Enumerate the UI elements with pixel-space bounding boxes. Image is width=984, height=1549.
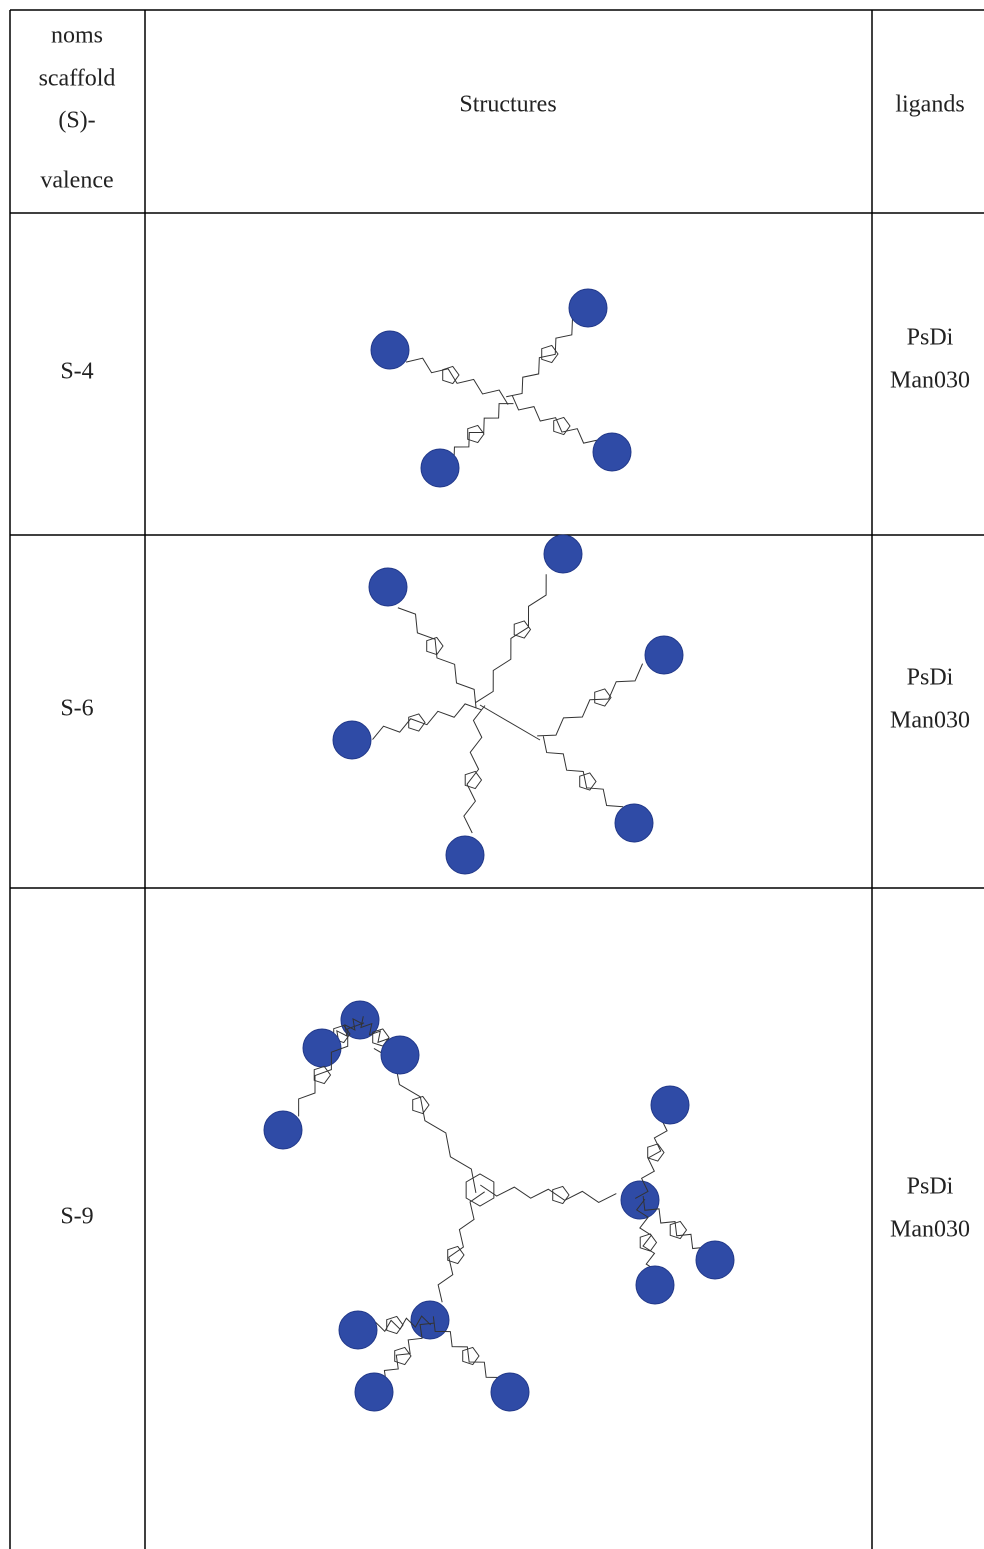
ligand-ball	[614, 803, 654, 843]
bond	[453, 403, 514, 462]
ligand-name: PsDi	[907, 1174, 954, 1200]
ligand-ball	[620, 1180, 660, 1220]
ligand-ball	[650, 1085, 690, 1125]
ligand-name: Man030	[890, 1217, 970, 1243]
bond	[298, 1022, 365, 1117]
triazole-ring	[386, 1315, 404, 1335]
ligand-name: Man030	[890, 708, 970, 734]
triazole-ring	[552, 1185, 570, 1205]
ligand-name: PsDi	[907, 665, 954, 691]
triazole-ring	[462, 1346, 480, 1366]
ligand-ball	[543, 534, 583, 574]
ligand-ball	[368, 567, 408, 607]
triazole-ring	[553, 416, 571, 436]
bond	[479, 704, 541, 741]
header-cell: (S)-	[58, 108, 95, 134]
ligand-ball	[380, 1035, 420, 1075]
ligand-ball	[445, 835, 485, 875]
triazole-ring	[426, 636, 444, 656]
triazole-ring	[669, 1220, 688, 1240]
header-cell: scaffold	[39, 66, 116, 92]
bond	[475, 574, 547, 704]
structures	[263, 288, 735, 1412]
table-borders	[9, 9, 984, 1549]
ligand-ball	[410, 1300, 450, 1340]
triazole-ring	[412, 1095, 430, 1115]
ligand-ball	[340, 1000, 380, 1040]
triazole-ring	[467, 424, 485, 444]
ligand-name: Man030	[890, 368, 970, 394]
bond	[463, 705, 486, 834]
bond	[372, 703, 482, 740]
ligand-ball	[592, 432, 632, 472]
bond	[432, 1316, 502, 1378]
scaffold-name: S-6	[60, 696, 93, 722]
triazole-ring	[513, 620, 532, 639]
ligand-ball	[354, 1372, 394, 1412]
bond	[397, 607, 477, 709]
ligand-ball	[635, 1265, 675, 1305]
triazole-ring	[639, 1233, 658, 1252]
triazole-ring	[647, 1143, 665, 1162]
header-cell: noms	[51, 23, 103, 49]
bond	[383, 1322, 435, 1385]
ligand-ball	[302, 1028, 342, 1068]
triazole-ring	[579, 772, 597, 791]
bond	[405, 357, 509, 405]
ligand-name: PsDi	[907, 325, 954, 351]
ligand-ball	[332, 720, 372, 760]
triazole-ring	[594, 688, 612, 707]
bond	[480, 1184, 617, 1204]
triazole-ring	[541, 344, 559, 364]
triazole-ring	[408, 713, 426, 732]
ligand-ball	[370, 330, 410, 370]
triazole-ring	[447, 1245, 465, 1265]
ligand-ball	[568, 288, 608, 328]
bond	[537, 663, 644, 737]
header-cell: Structures	[459, 92, 556, 118]
ligand-ball	[338, 1310, 378, 1350]
benzene-ring	[465, 1173, 495, 1207]
ligand-ball	[644, 635, 684, 675]
bond	[437, 1191, 485, 1303]
triazole-ring	[313, 1065, 332, 1085]
triazole-ring	[464, 770, 483, 790]
ligand-ball	[263, 1110, 303, 1150]
bond	[642, 1196, 707, 1250]
header-cell: valence	[40, 168, 113, 194]
bond	[506, 318, 573, 398]
ligand-ball	[420, 448, 460, 488]
scaffold-name: S-4	[60, 359, 93, 385]
bond	[542, 736, 624, 808]
ligand-ball	[695, 1240, 735, 1280]
triazole-ring	[442, 365, 460, 385]
ligand-ball	[490, 1372, 530, 1412]
triazole-ring	[394, 1346, 412, 1366]
bond	[511, 395, 600, 444]
header-cell: ligands	[895, 92, 964, 118]
scaffold-name: S-9	[60, 1204, 93, 1230]
